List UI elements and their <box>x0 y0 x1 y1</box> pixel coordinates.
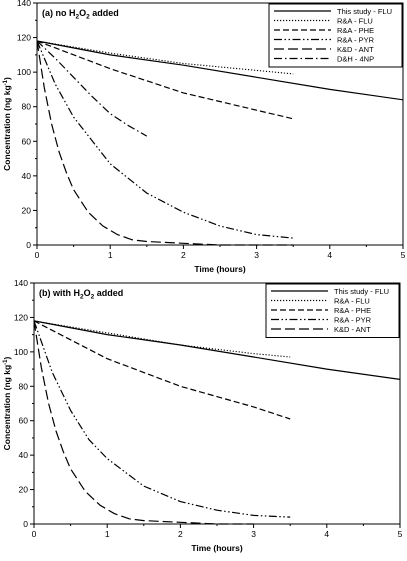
series-line-r-a-flu <box>36 40 294 75</box>
panel-title-subscript: 2 <box>80 294 84 301</box>
legend-entry: K&D - ANT <box>334 325 371 334</box>
panel-title-subscript: 2 <box>76 14 80 21</box>
chart-panel-a: 0 1 2 3 4 5 0 20 40 60 80 100 120 140 Time (hours) Conc… <box>2 0 406 274</box>
y-tick-label: 140 <box>17 0 31 8</box>
legend-entry: R&A - FLU <box>337 16 373 25</box>
panel-title-mid: O <box>84 288 91 298</box>
legend-entry: R&A - PHE <box>337 26 374 35</box>
legend-entry: This study - FLU <box>334 287 389 296</box>
y-tick-label: 60 <box>19 416 29 426</box>
series-line-r-a-phe <box>33 320 291 420</box>
x-tick-label: 0 <box>35 250 40 260</box>
x-axis-label: Time (hours) <box>191 543 242 553</box>
y-axis-label-end: ) <box>2 77 12 80</box>
panel-title-prefix: (a) no H <box>42 8 76 18</box>
y-tick-label: 0 <box>23 519 28 529</box>
series-line-d-h-4np <box>36 40 148 137</box>
y-axis-label-main: Concentration (ng kg <box>2 85 12 170</box>
x-tick-label: 3 <box>254 250 259 260</box>
x-tick-label: 5 <box>401 250 406 260</box>
series-line-this-study-flu <box>33 320 401 380</box>
x-tick-label: 3 <box>251 529 256 539</box>
y-tick-label: 80 <box>19 381 29 391</box>
series-line-r-a-pyr <box>33 320 291 518</box>
x-tick-label: 4 <box>324 529 329 539</box>
y-tick-label: 20 <box>19 485 29 495</box>
y-tick-label: 100 <box>14 347 28 357</box>
y-axis-label-end: ) <box>2 357 12 360</box>
series-line-this-study-flu <box>36 40 404 101</box>
y-tick-label: 20 <box>22 205 32 215</box>
y-tick-label: 40 <box>19 450 29 460</box>
y-tick-label: 140 <box>14 278 28 288</box>
y-axis-label: Concentration (ng kg-1) <box>2 77 12 171</box>
legend-box <box>268 3 403 68</box>
series-line-k-d-ant <box>36 40 294 246</box>
y-tick-label: 120 <box>14 312 28 322</box>
y-tick-label: 120 <box>17 33 31 43</box>
x-tick-label: 4 <box>327 250 332 260</box>
panel-title-subscript-2: 2 <box>86 14 90 21</box>
panel-title-suffix: added <box>94 288 123 298</box>
y-axis-label-superscript: -1 <box>3 359 9 365</box>
series-line-r-a-phe <box>36 40 294 120</box>
y-tick-label: 60 <box>22 136 32 146</box>
y-tick-label: 100 <box>17 67 31 77</box>
series-line-r-a-pyr <box>36 40 294 239</box>
y-axis-label-superscript: -1 <box>3 79 9 85</box>
x-axis-label: Time (hours) <box>194 264 245 274</box>
series-line-k-d-ant <box>33 320 254 525</box>
y-axis-label-main: Concentration (ng kg <box>2 365 12 450</box>
y-tick-label: 0 <box>26 240 31 250</box>
panel-title-suffix: added <box>90 8 119 18</box>
legend-entry: D&H - 4NP <box>337 54 374 63</box>
panel-title-prefix: (b) with H <box>39 288 80 298</box>
x-tick-label: 5 <box>398 529 403 539</box>
panel-title: (a) no H2O2 added <box>42 8 119 21</box>
x-tick-label: 1 <box>108 250 113 260</box>
legend-entry: This study - FLU <box>337 7 392 16</box>
x-tick-label: 1 <box>105 529 110 539</box>
panel-title: (b) with H2O2 added <box>39 288 123 301</box>
x-tick-label: 2 <box>181 250 186 260</box>
legend-entry: R&A - PHE <box>334 306 371 315</box>
legend-entry: R&A - PYR <box>334 315 372 324</box>
x-tick-label: 2 <box>178 529 183 539</box>
panel-title-mid: O <box>79 8 86 18</box>
chart-panel-b: 0 1 2 3 4 5 0 20 40 60 80 100 120 140 Time (hours) Conc… <box>2 278 403 553</box>
legend-entry: R&A - FLU <box>334 296 370 305</box>
panel-title-subscript-2: 2 <box>91 294 95 301</box>
x-tick-label: 0 <box>32 529 37 539</box>
y-tick-label: 80 <box>22 102 32 112</box>
legend-entry: R&A - PYR <box>337 35 375 44</box>
legend-entry: K&D - ANT <box>337 45 374 54</box>
series-line-r-a-flu <box>33 320 291 358</box>
y-axis-label: Concentration (ng kg-1) <box>2 357 12 451</box>
y-tick-label: 40 <box>22 171 32 181</box>
